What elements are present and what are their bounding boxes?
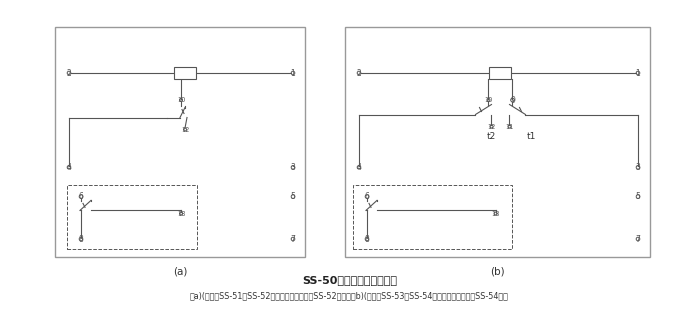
Text: 10: 10 bbox=[177, 97, 185, 103]
Bar bbox=[55, 27, 305, 257]
Text: 5: 5 bbox=[635, 192, 640, 201]
Bar bbox=[67, 185, 197, 249]
Text: 7: 7 bbox=[291, 235, 296, 243]
Bar bbox=[174, 67, 196, 79]
Text: 1: 1 bbox=[635, 69, 640, 77]
Text: 8: 8 bbox=[78, 235, 83, 243]
Text: 4: 4 bbox=[356, 163, 361, 172]
Text: 3: 3 bbox=[291, 163, 296, 172]
Text: 9: 9 bbox=[510, 95, 515, 105]
Text: （a)(背视）SS-51、SS-52型，图中虚线部分仅SS-52型有；（b)(背视）SS-53、SS-54型，图中虚线部分仅SS-54型有: （a)(背视）SS-51、SS-52型，图中虚线部分仅SS-52型有；（b)(背… bbox=[190, 291, 509, 300]
Bar bbox=[345, 27, 650, 257]
Text: 12: 12 bbox=[487, 124, 496, 129]
Text: 2: 2 bbox=[66, 69, 71, 77]
Text: 1: 1 bbox=[291, 69, 296, 77]
Text: t2: t2 bbox=[487, 132, 496, 141]
Text: 18: 18 bbox=[491, 211, 500, 217]
Text: t1: t1 bbox=[527, 132, 536, 141]
Bar bbox=[489, 67, 512, 79]
Text: 7: 7 bbox=[635, 235, 640, 243]
Bar bbox=[353, 185, 512, 249]
Text: (b): (b) bbox=[490, 266, 505, 276]
Text: 2: 2 bbox=[356, 69, 361, 77]
Text: 8: 8 bbox=[365, 235, 369, 243]
Text: 18: 18 bbox=[177, 211, 185, 217]
Text: 10: 10 bbox=[484, 97, 493, 103]
Text: SS-50系列背后端子接线图: SS-50系列背后端子接线图 bbox=[302, 275, 397, 285]
Text: 4: 4 bbox=[66, 163, 71, 172]
Text: 5: 5 bbox=[291, 192, 296, 201]
Text: (a): (a) bbox=[173, 266, 187, 276]
Text: 6: 6 bbox=[365, 192, 370, 201]
Text: 6: 6 bbox=[78, 192, 83, 201]
Text: 12: 12 bbox=[181, 126, 189, 133]
Text: 3: 3 bbox=[635, 163, 640, 172]
Text: 11: 11 bbox=[505, 124, 514, 129]
